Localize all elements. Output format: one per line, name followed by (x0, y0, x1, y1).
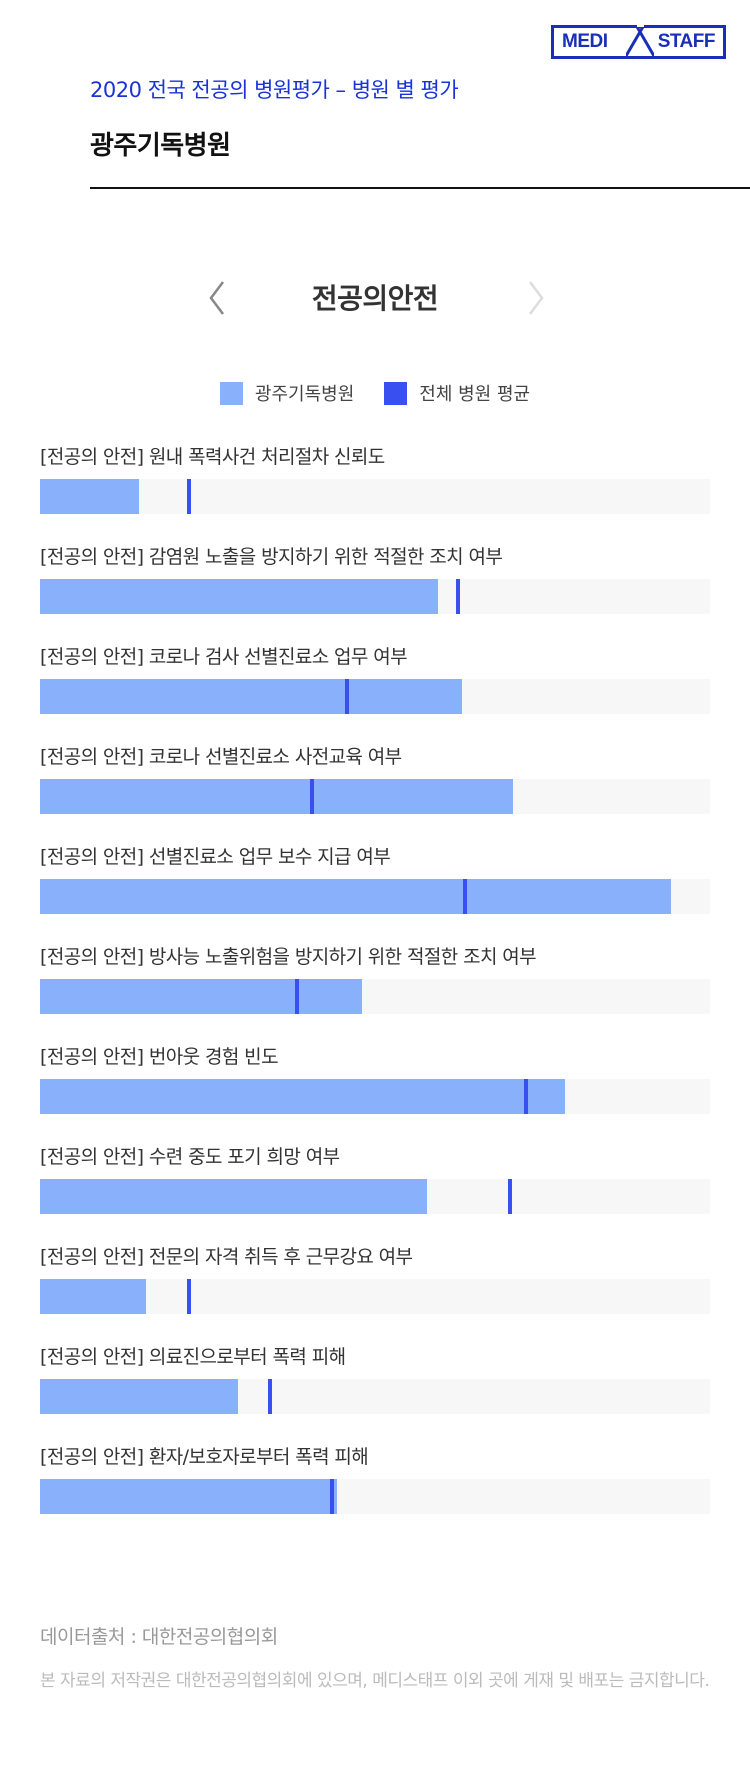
legend-item-hospital: 광주기독병원 (219, 380, 355, 406)
chevron-right-icon[interactable] (520, 280, 550, 316)
category-title: 전공의안전 (311, 282, 439, 315)
chart-row: [전공의 안전] 코로나 검사 선별진료소 업무 여부 (40, 643, 710, 743)
bar-hospital (40, 479, 140, 514)
bar-track (40, 879, 710, 914)
marker-average (187, 1279, 192, 1314)
bar-label: [전공의 안전] 환자/보호자로부터 폭력 피해 (40, 1446, 369, 1468)
logo-text-right: STAFF (657, 31, 716, 52)
legend-swatch-hospital (219, 381, 243, 405)
chart-row: [전공의 안전] 환자/보호자로부터 폭력 피해 (40, 1443, 710, 1543)
bar-track (40, 779, 710, 814)
marker-average (330, 1479, 335, 1514)
bar-track (40, 479, 710, 514)
marker-average (268, 1379, 273, 1414)
marker-average (508, 1179, 513, 1214)
bar-label: [전공의 안전] 방사능 노출위험을 방지하기 위한 적절한 조치 여부 (40, 946, 537, 968)
chart-row: [전공의 안전] 번아웃 경험 빈도 (40, 1043, 710, 1143)
data-source: 데이터출처 : 대한전공의협의회 (40, 1626, 278, 1648)
bar-track (40, 1479, 710, 1514)
legend-label-average: 전체 병원 평균 (419, 384, 531, 405)
header-divider (90, 187, 750, 189)
chart-row: [전공의 안전] 원내 폭력사건 처리절차 신뢰도 (40, 443, 710, 543)
legend-label-hospital: 광주기독병원 (254, 384, 355, 405)
marker-average (294, 979, 299, 1014)
chart-row: [전공의 안전] 선별진료소 업무 보수 지급 여부 (40, 843, 710, 943)
bar-hospital (40, 779, 514, 814)
chart-legend: 광주기독병원 전체 병원 평균 (0, 380, 750, 406)
bar-hospital (40, 879, 672, 914)
bar-label: [전공의 안전] 번아웃 경험 빈도 (40, 1046, 279, 1068)
bar-label: [전공의 안전] 코로나 선별진료소 사전교육 여부 (40, 746, 402, 768)
copyright-notice: 본 자료의 저작권은 대한전공의협의회에 있으며, 메디스태프 이외 곳에 게재… (40, 1671, 710, 1691)
bar-label: [전공의 안전] 원내 폭력사건 처리절차 신뢰도 (40, 446, 385, 468)
bar-chart: [전공의 안전] 원내 폭력사건 처리절차 신뢰도 [전공의 안전] 감염원 노출… (40, 443, 710, 1543)
bar-label: [전공의 안전] 감염원 노출을 방지하기 위한 적절한 조치 여부 (40, 546, 503, 568)
bar-track (40, 579, 710, 614)
bar-hospital (40, 679, 463, 714)
bar-label: [전공의 안전] 의료진으로부터 폭력 피해 (40, 1346, 346, 1368)
bar-label: [전공의 안전] 전문의 자격 취득 후 근무강요 여부 (40, 1246, 413, 1268)
bar-label: [전공의 안전] 수련 중도 포기 희망 여부 (40, 1146, 340, 1168)
bar-label: [전공의 안전] 선별진료소 업무 보수 지급 여부 (40, 846, 391, 868)
bar-label: [전공의 안전] 코로나 검사 선별진료소 업무 여부 (40, 646, 408, 668)
chart-row: [전공의 안전] 방사능 노출위험을 방지하기 위한 적절한 조치 여부 (40, 943, 710, 1043)
marker-average (462, 879, 467, 914)
logo-text-left: MEDI (562, 31, 608, 52)
bar-hospital (40, 579, 438, 614)
marker-average (344, 679, 349, 714)
chart-row: [전공의 안전] 코로나 선별진료소 사전교육 여부 (40, 743, 710, 843)
bar-hospital (40, 1179, 428, 1214)
report-subtitle: 2020 전국 전공의 병원평가 – 병원 별 평가 (90, 78, 459, 102)
bar-track (40, 1179, 710, 1214)
bar-hospital (40, 1279, 146, 1314)
legend-item-average: 전체 병원 평균 (384, 380, 530, 406)
marker-average (524, 1079, 529, 1114)
bar-track (40, 1079, 710, 1114)
bar-hospital (40, 1379, 238, 1414)
hospital-title: 광주기독병원 (90, 131, 231, 161)
chart-row: [전공의 안전] 전문의 자격 취득 후 근무강요 여부 (40, 1243, 710, 1343)
legend-swatch-average (384, 381, 408, 405)
marker-average (456, 579, 461, 614)
bar-hospital (40, 1479, 337, 1514)
bar-hospital (40, 1079, 565, 1114)
logo-x-mark-icon (626, 25, 654, 57)
chart-row: [전공의 안전] 의료진으로부터 폭력 피해 (40, 1343, 710, 1443)
bar-track (40, 1379, 710, 1414)
bar-track (40, 979, 710, 1014)
chart-row: [전공의 안전] 수련 중도 포기 희망 여부 (40, 1143, 710, 1243)
medistaff-logo: MEDI STAFF (551, 25, 726, 59)
marker-average (187, 479, 192, 514)
chevron-left-icon[interactable] (203, 280, 233, 316)
bar-track (40, 679, 710, 714)
bar-hospital (40, 979, 362, 1014)
marker-average (310, 779, 315, 814)
chart-row: [전공의 안전] 감염원 노출을 방지하기 위한 적절한 조치 여부 (40, 543, 710, 643)
bar-track (40, 1279, 710, 1314)
